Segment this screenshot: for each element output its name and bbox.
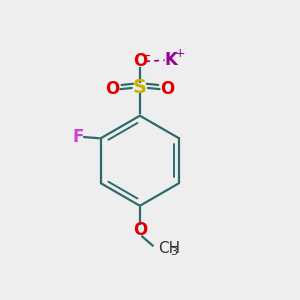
Text: S: S — [133, 79, 147, 98]
Text: O: O — [160, 80, 175, 98]
Text: CH: CH — [158, 242, 181, 256]
Text: F: F — [72, 128, 83, 146]
Text: O: O — [105, 80, 119, 98]
Text: K: K — [165, 51, 178, 69]
Text: 3: 3 — [171, 247, 178, 257]
Text: O: O — [133, 221, 147, 239]
Text: O: O — [133, 52, 147, 70]
Text: −: − — [141, 50, 152, 63]
Text: +: + — [175, 47, 186, 60]
